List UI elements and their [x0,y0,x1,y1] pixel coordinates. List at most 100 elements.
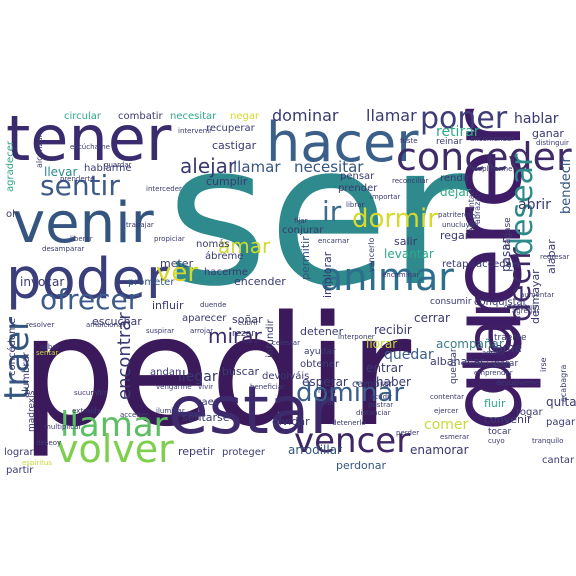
word-llegar: llegar [178,369,218,385]
word-fluir: fluir [484,397,506,410]
word-hablarme: hablarme [84,163,132,174]
word-espiritus: espíritus [22,459,52,467]
word-encarnar: encarnar [318,237,350,245]
word-abreme: ábreme [205,251,244,262]
word-alejar: alejar [180,154,237,178]
word-resolver: resolver [26,321,55,329]
word-influir: influir [152,299,184,312]
word-negar: negar [230,111,260,122]
word-ganar: ganar [532,127,564,140]
word-tonar: tonar [316,399,335,407]
word-convenir: convenir [484,413,532,426]
word-acabagra: acabagra [559,364,568,402]
word-traeme: tráeme [494,333,527,343]
word-implorar: implorar [321,251,334,298]
word-cambiar: cambiar [352,379,393,390]
word-permitir: permitir [299,236,312,280]
word-andar: andar [150,367,180,378]
word-mirar: mirar [208,324,262,348]
word-llamar-3: llamar [233,158,281,176]
word-enamorar: enamorar [410,443,469,457]
word-accedais: accedáis [476,259,520,270]
word-aparecer: aparecer [182,313,227,324]
word-ejercer: ejercer [434,407,459,415]
word-esmerar: esmerar [440,433,470,441]
word-fijar: fijar [294,217,308,225]
word-rezar: rezar [232,329,255,339]
word-vencerlo: vencerlo [367,237,376,272]
word-escuchar: escuchar [92,315,142,328]
word-recuperar: recuperar [206,123,255,134]
word-perder: perder [396,429,420,437]
word-reconciliar: reconciliar [392,177,429,185]
word-regar: regar [440,229,470,242]
word-animar: animar [320,255,454,299]
word-circular: circular [64,111,102,122]
word-escuchame: escúchame [70,143,110,151]
word-lograr: lograr [4,447,34,458]
word-distanciar: distanciar [356,409,391,417]
word-necesitar-2: necesitar [170,111,217,122]
word-conquistar: conquistar [474,297,527,308]
word-liberar: liberar [70,235,93,243]
word-prometer: prometer [128,277,175,288]
word-emprender: emprender [474,369,513,377]
word-saber: saber [40,343,60,351]
word-hablar: hablar [514,111,559,127]
word-beneficiar: beneficiar [250,383,285,391]
word-estar: estar [168,372,337,449]
word-patriteron: patriteron [438,211,473,219]
word-caer: caer [196,397,218,408]
word-suspirar: suspirar [146,327,175,335]
word-arrodillar: arrodillar [288,443,342,457]
word-sonar: soñar [232,313,263,326]
word-extraida: extraída [72,407,101,415]
word-castigar: castigar [212,139,257,152]
word-dominar: dominar [296,378,405,408]
word-pedir: pedir [20,283,412,460]
word-quedar: quedar [384,347,434,363]
word-fuste: fuste [400,137,418,145]
word-poder: poder [6,247,169,312]
word-meter: meter [160,257,194,270]
word-duende: duende [200,301,227,309]
word-ambicionar: ambicionar [86,321,126,329]
word-obtener: obtener [300,359,340,370]
word-arrojar: arrojar [190,327,214,335]
word-sucumbir: sucumbir [74,389,107,397]
word-nomas: nomás [196,239,230,250]
word-vivir: vivir [198,383,214,391]
word-entrar: entrar [366,361,403,375]
word-albahacar: albahacar [430,355,485,368]
word-interponer: interponer [338,333,375,341]
word-olvidar: olvidar [272,415,310,428]
word-cumplir: cumplir [206,175,248,188]
word-repetir: repetir [178,445,215,458]
word-necesitar: necesitar [294,158,364,176]
word-devuelveme: devuélveme [496,379,540,387]
word-sentir: sentir [40,169,120,202]
word-dejar: dejar [440,185,471,199]
word-guardar: guardar [104,161,132,169]
word-irse: irse [539,357,548,372]
word-cerrar: cerrar [414,311,450,325]
word-proteger: proteger [222,447,266,458]
word-retapo: retapo [442,259,475,270]
word-adorar: adorar [482,349,506,357]
word-reinar: reinar [436,137,463,147]
word-rogar: rogar [516,407,543,418]
word-sentarse: sentarse [182,411,230,424]
word-hacerme: hacerme [204,267,248,278]
word-pagar: pagar [546,417,576,428]
word-buscar: buscar [222,365,259,378]
word-detener: detener [300,325,344,338]
word-ver: ver [156,258,199,288]
word-comer: comer [424,417,469,433]
word-cantar: cantar [542,455,575,466]
word-postrar: postrar [368,401,394,409]
word-distinguir: distinguir [536,139,569,147]
word-perdonar: perdonar [336,459,387,472]
word-madrexis: madrexis [27,390,37,432]
word-conceder: conceder [396,135,572,179]
